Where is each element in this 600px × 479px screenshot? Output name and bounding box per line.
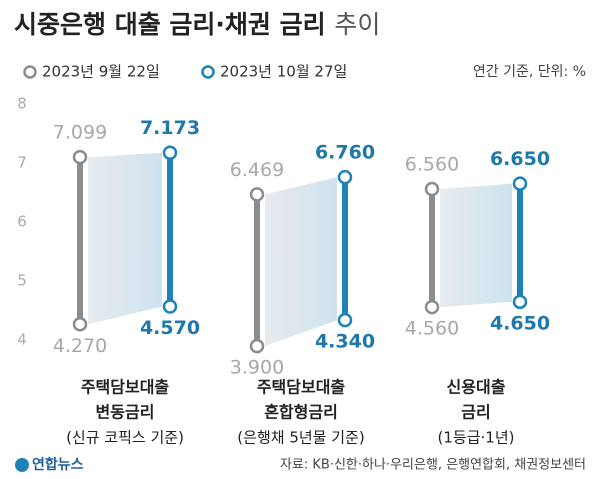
value-label: 3.900 — [230, 357, 284, 379]
category-label: 주택담보대출 — [257, 378, 346, 397]
category-label: 혼합형금리 — [264, 403, 338, 422]
range-end — [72, 317, 88, 332]
y-tick-label: 8 — [17, 94, 27, 112]
range-end — [72, 149, 88, 165]
value-label: 4.650 — [490, 312, 550, 334]
legend-label: 2023년 9월 22일 — [42, 63, 160, 81]
value-label: 6.560 — [405, 153, 459, 175]
value-label: 6.469 — [230, 159, 284, 181]
value-label: 7.173 — [140, 117, 200, 139]
legend-marker — [201, 65, 215, 79]
range-end — [162, 299, 178, 314]
legend-marker — [23, 65, 37, 79]
change-band — [440, 183, 512, 308]
y-tick-label: 5 — [17, 272, 27, 290]
range-end — [337, 312, 353, 328]
range-end — [337, 169, 353, 185]
title-main: 시중은행 대출 금리·채권 금리 — [14, 10, 326, 39]
logo-icon — [15, 458, 29, 472]
y-tick-label: 7 — [17, 153, 27, 171]
logo: 연합뉴스 — [32, 456, 84, 473]
value-label: 4.270 — [53, 335, 107, 357]
category-label: (신규 코픽스 기준) — [66, 429, 184, 447]
range-end — [249, 338, 265, 354]
category-label: (은행채 5년물 기준) — [237, 429, 364, 447]
category-label: 주택담보대출 — [81, 378, 170, 397]
range-end — [512, 294, 528, 310]
value-label: 4.570 — [140, 317, 200, 339]
title-suffix: 추이 — [334, 10, 380, 39]
range-end — [249, 187, 265, 202]
range-end — [162, 145, 178, 160]
category-label: 신용대출 — [447, 378, 506, 397]
value-label: 6.650 — [490, 148, 550, 170]
legend-label: 2023년 10월 27일 — [220, 63, 347, 81]
unit-note: 연간 기준, 단위: % — [473, 64, 586, 80]
source: 자료: KB·신한·하나·우리은행, 은행연합회, 채권정보센터 — [280, 457, 586, 473]
value-label: 7.099 — [53, 122, 107, 144]
value-label: 4.340 — [315, 331, 375, 353]
range-end — [424, 181, 440, 197]
chart-title: 시중은행 대출 금리·채권 금리 추이 — [14, 10, 380, 39]
category-label: 금리 — [461, 403, 490, 422]
value-label: 6.760 — [315, 142, 375, 164]
category-label: 변동금리 — [96, 403, 155, 422]
range-end — [424, 299, 440, 315]
category-label: (1등급·1년) — [438, 429, 515, 447]
y-tick-label: 4 — [17, 331, 27, 349]
value-label: 4.560 — [405, 318, 459, 340]
y-tick-label: 6 — [17, 213, 27, 231]
change-band — [265, 177, 337, 347]
range-end — [512, 176, 528, 191]
change-band — [88, 152, 162, 325]
